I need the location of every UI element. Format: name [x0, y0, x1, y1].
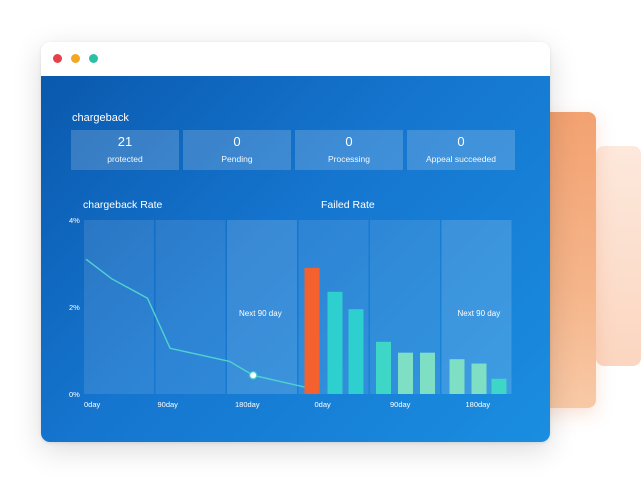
- x-tick-label: 90day: [158, 400, 179, 409]
- chart-panel: [227, 220, 297, 394]
- failed-rate-bar: [398, 352, 413, 394]
- minimize-window-button[interactable]: [71, 54, 80, 63]
- failed-rate-bar: [376, 341, 391, 394]
- x-axis-ticks: 0day 90day 180day 0day 90day 180day: [84, 400, 490, 409]
- chart-panel: [84, 220, 154, 394]
- stat-card-appeal-succeeded: 0 Appeal succeeded: [407, 130, 515, 170]
- stat-label: Processing: [327, 154, 371, 164]
- failed-rate-title: Failed Rate: [321, 199, 375, 211]
- y-axis-ticks: 4% 2% 0%: [69, 216, 80, 399]
- stat-card-pending: 0 Pending: [183, 130, 291, 170]
- failed-rate-bar: [420, 352, 435, 394]
- stat-card-processing: 0 Processing: [295, 130, 403, 170]
- decorative-back-card: [596, 146, 641, 366]
- projection-label: Next 90 day: [239, 309, 282, 318]
- stat-value: 0: [457, 134, 465, 149]
- y-tick-label: 4%: [69, 216, 80, 225]
- y-tick-label: 0%: [69, 390, 80, 399]
- x-tick-label: 0day: [84, 400, 101, 409]
- stat-label: Pending: [221, 154, 253, 164]
- x-tick-label: 90day: [390, 400, 411, 409]
- chargeback-rate-title: chargeback Rate: [83, 199, 163, 211]
- failed-rate-bar: [471, 363, 487, 394]
- maximize-window-button[interactable]: [89, 54, 98, 63]
- x-tick-label: 180day: [235, 400, 260, 409]
- app-window: chargeback 21 protected 0 Pending 0 Proc…: [41, 42, 550, 442]
- section-title: chargeback: [72, 112, 129, 124]
- failed-rate-bar: [304, 267, 320, 394]
- window-titlebar: [41, 42, 550, 76]
- stat-value: 0: [345, 134, 353, 149]
- x-tick-label: 180day: [466, 400, 491, 409]
- failed-rate-bar: [348, 309, 364, 394]
- chargeback-rate-line-chart: [85, 258, 307, 389]
- projection-label: Next 90 day: [458, 309, 501, 318]
- dashboard-content: chargeback 21 protected 0 Pending 0 Proc…: [41, 76, 550, 442]
- stat-label: protected: [107, 154, 143, 164]
- stat-value: 21: [117, 134, 133, 149]
- close-window-button[interactable]: [53, 54, 62, 63]
- charts-canvas: 4% 2% 0% 0day 90day 180day 0day 90day 180day Ne…: [69, 216, 512, 409]
- chart-panels: [84, 220, 512, 394]
- y-tick-label: 2%: [69, 303, 80, 312]
- projection-labels: Next 90 day Next 90 day: [239, 309, 500, 318]
- failed-rate-bar: [327, 291, 343, 394]
- stat-value: 0: [233, 134, 241, 149]
- failed-rate-bar-chart: [304, 267, 507, 394]
- failed-rate-bar: [491, 378, 507, 394]
- chart-panel: [155, 220, 226, 394]
- highlight-data-point: [249, 371, 258, 380]
- stat-card-protected: 21 protected: [71, 130, 179, 170]
- stat-label: Appeal succeeded: [426, 154, 496, 164]
- x-tick-label: 0day: [315, 400, 332, 409]
- failed-rate-bar: [449, 359, 465, 394]
